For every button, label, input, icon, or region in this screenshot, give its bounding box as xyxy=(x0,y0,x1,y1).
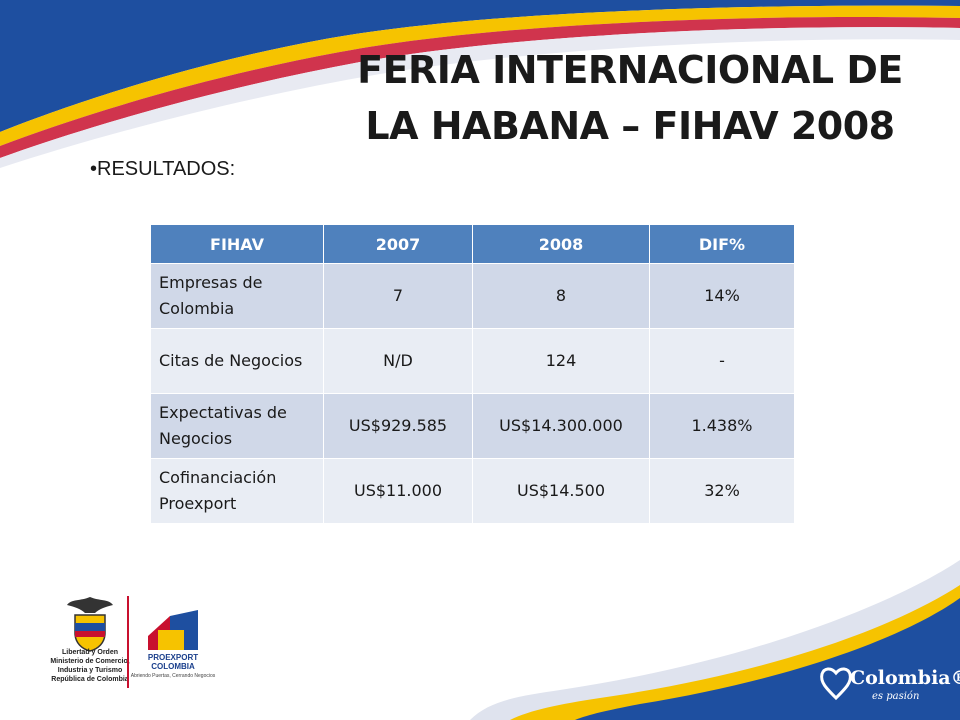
coat-of-arms-icon xyxy=(67,597,113,652)
heart-logo-icon xyxy=(820,667,852,701)
cell-2007: N/D xyxy=(323,328,473,394)
title-line-2: LA HABANA – FIHAV 2008 xyxy=(365,104,895,148)
table-row: Empresas de Colombia 7 8 14% xyxy=(150,263,795,329)
proexport-line-2: COLOMBIA xyxy=(151,662,195,671)
cell-2008: US$14.500 xyxy=(472,458,650,524)
cell-2008: 124 xyxy=(472,328,650,394)
proexport-name: PROEXPORT COLOMBIA xyxy=(132,653,214,671)
table-row: Citas de Negocios N/D 124 - xyxy=(150,328,795,394)
colombia-brand: Colombia® xyxy=(850,667,960,689)
colombia-tagline: es pasión xyxy=(872,691,920,702)
ministry-logo-text: Libertad y Orden Ministerio de Comercio,… xyxy=(44,648,136,684)
cell-dif: - xyxy=(649,328,795,394)
cell-2008: US$14.300.000 xyxy=(472,393,650,459)
table-row: Expectativas de Negocios US$929.585 US$1… xyxy=(150,393,795,459)
table-row: Cofinanciación Proexport US$11.000 US$14… xyxy=(150,458,795,524)
proexport-tagline: Abriendo Puertas, Cerrando Negocios xyxy=(130,673,216,679)
cell-dif: 32% xyxy=(649,458,795,524)
proexport-logo-icon xyxy=(148,610,198,650)
cell-2007: 7 xyxy=(323,263,473,329)
cell-2007: US$929.585 xyxy=(323,393,473,459)
header-cell-2008: 2008 xyxy=(472,224,650,264)
ministry-line-2: Industria y Turismo xyxy=(57,667,123,674)
table-header-row: FIHAV 2007 2008 DIF% xyxy=(150,224,795,264)
row-label: Citas de Negocios xyxy=(150,328,324,394)
header-cell-fihav: FIHAV xyxy=(150,224,324,264)
cell-dif: 1.438% xyxy=(649,393,795,459)
title-line-1: FERIA INTERNACIONAL DE xyxy=(357,48,903,92)
header-cell-2007: 2007 xyxy=(323,224,473,264)
ministry-motto: Libertad y Orden xyxy=(61,649,118,656)
cell-2008: 8 xyxy=(472,263,650,329)
logo-divider xyxy=(127,596,129,688)
header-cell-dif: DIF% xyxy=(649,224,795,264)
ministry-line-3: República de Colombia xyxy=(51,676,129,683)
results-bullet: •RESULTADOS: xyxy=(90,158,236,180)
cell-dif: 14% xyxy=(649,263,795,329)
row-label: Cofinanciación Proexport xyxy=(150,458,324,524)
results-table: FIHAV 2007 2008 DIF% Empresas de Colombi… xyxy=(150,224,795,524)
cell-2007: US$11.000 xyxy=(323,458,473,524)
proexport-line-1: PROEXPORT xyxy=(147,653,199,662)
slide-title: FERIA INTERNACIONAL DE LA HABANA – FIHAV… xyxy=(330,42,930,154)
row-label: Expectativas de Negocios xyxy=(150,393,324,459)
row-label: Empresas de Colombia xyxy=(150,263,324,329)
ministry-line-1: Ministerio de Comercio, xyxy=(50,658,130,665)
